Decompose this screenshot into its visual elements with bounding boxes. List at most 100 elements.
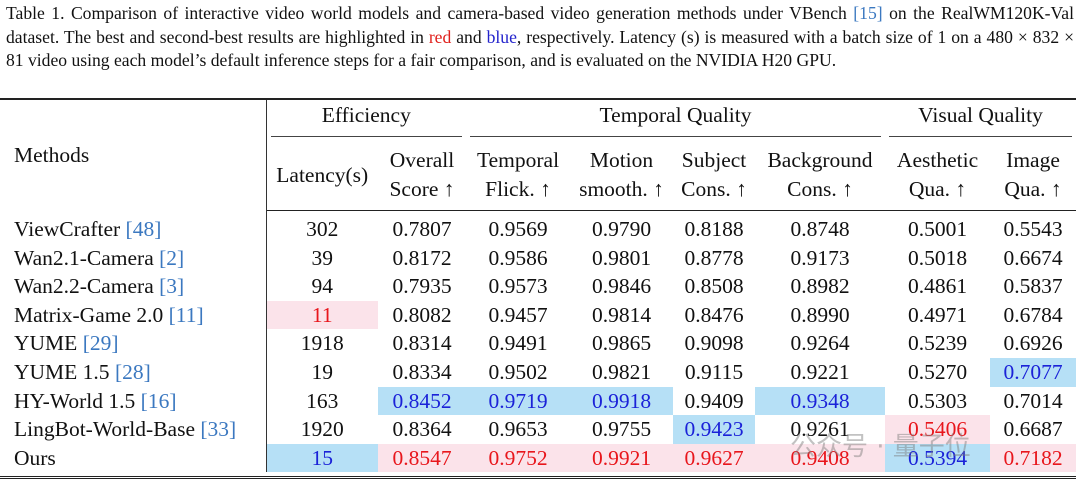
- value-cell: 1918: [300, 331, 344, 356]
- column-header-line: Overall: [389, 148, 455, 172]
- value-cell-best: 0.7182: [990, 443, 1077, 473]
- table-row: Wan2.2-Camera [3] 94 0.7935 0.9573 0.9846 0.8…: [0, 272, 1076, 301]
- caption-text: , respectively. Latency (s) is measured …: [6, 26, 1074, 71]
- value-cell-second: 0.9918: [570, 386, 674, 416]
- value-cell: 0.9653: [488, 417, 548, 442]
- value-cell: 0.9821: [591, 359, 652, 384]
- value-cell-best: 0.9627: [673, 443, 756, 473]
- column-header-line: Score ↑: [389, 177, 455, 201]
- value-cell-second: 0.9719: [466, 386, 571, 416]
- value-cell-second: 0.9423: [673, 415, 756, 444]
- value-cell: 1920: [300, 417, 344, 442]
- value-cell-best: 0.9752: [466, 443, 571, 473]
- value-cell: 0.8748: [790, 217, 850, 241]
- column-header-line: Aesthetic: [896, 148, 979, 172]
- value-cell-best: 0.9408: [755, 443, 886, 473]
- column-header-line: Latency(s): [276, 162, 369, 187]
- value-cell: 0.4971: [907, 302, 968, 327]
- citation-link[interactable]: [33]: [200, 417, 237, 442]
- group-label: Efficiency: [270, 103, 463, 137]
- column-header-line: Flick. ↑: [485, 177, 551, 201]
- column-header: Subject Cons. ↑: [673, 140, 756, 211]
- value-cell: 0.9457: [488, 302, 548, 327]
- column-header: Image Qua. ↑: [990, 140, 1077, 211]
- value-cell: 94: [311, 274, 334, 299]
- column-header: Motion smooth. ↑: [570, 140, 674, 211]
- value-cell: 0.8982: [790, 274, 850, 299]
- method-name: Wan2.2-Camera: [14, 274, 154, 299]
- value-cell: 0.9173: [790, 245, 850, 270]
- citation-link[interactable]: [2]: [159, 245, 185, 270]
- method-cell: HY-World 1.5 [16]: [0, 386, 267, 416]
- column-header: Background Cons. ↑: [755, 140, 886, 211]
- column-header: Temporal Flick. ↑: [466, 140, 571, 211]
- value-cell: 0.9569: [488, 217, 548, 241]
- table-row: LingBot-World-Base [33] 1920 0.8364 0.9653 0…: [0, 415, 1076, 444]
- value-cell: 0.9573: [488, 274, 548, 299]
- value-cell: 0.6687: [1003, 417, 1063, 442]
- value-cell: 0.9261: [790, 417, 850, 442]
- citation-link[interactable]: [48]: [125, 216, 162, 241]
- column-header-line: Cons. ↑: [787, 177, 853, 201]
- table-row: Matrix-Game 2.0 [11] 11 0.8082 0.9457 0.9814…: [0, 300, 1076, 330]
- value-cell: 0.5001: [907, 217, 968, 241]
- citation-link[interactable]: [28]: [114, 359, 151, 384]
- value-cell: 0.8990: [790, 302, 850, 327]
- group-header-visual-quality: Visual Quality: [885, 99, 1076, 140]
- method-cell: Ours: [0, 443, 267, 473]
- column-header: Aesthetic Qua. ↑: [885, 140, 991, 211]
- method-name: YUME: [14, 331, 78, 356]
- bottom-rule: [0, 476, 1076, 479]
- caption-text: Table 1. Comparison of interactive video…: [6, 3, 854, 23]
- column-header-line: Motion: [589, 148, 654, 172]
- column-header-line: Qua. ↑: [1004, 177, 1062, 201]
- table-row: ViewCrafter [48] 302 0.7807 0.9569 0.9790 0.8…: [0, 210, 1076, 244]
- column-header-line: Background: [767, 148, 873, 172]
- value-cell: 0.8172: [392, 245, 452, 270]
- caption-text: on the RealWM120K-Val dataset. The best …: [6, 3, 1074, 47]
- value-cell-second: 0.5394: [885, 443, 991, 473]
- value-cell: 0.9491: [488, 331, 548, 356]
- citation-link[interactable]: [29]: [82, 331, 119, 356]
- value-cell: 0.8364: [392, 417, 452, 442]
- method-cell: ViewCrafter [48]: [0, 210, 267, 244]
- value-cell: 0.7807: [392, 217, 452, 241]
- column-header-line: Cons. ↑: [681, 177, 747, 201]
- method-cell: YUME 1.5 [28]: [0, 357, 267, 387]
- value-cell: 163: [306, 388, 339, 413]
- value-cell: 0.9755: [591, 417, 652, 442]
- citation-link[interactable]: [3]: [159, 274, 185, 299]
- table-row: Wan2.1-Camera [2] 39 0.8172 0.9586 0.9801 0.8…: [0, 243, 1076, 273]
- citation-link[interactable]: [16]: [140, 388, 177, 413]
- column-header-line: Subject: [681, 148, 747, 172]
- methods-header: Methods: [0, 99, 267, 211]
- value-cell: 0.9502: [488, 359, 548, 384]
- citation-link[interactable]: [11]: [168, 302, 204, 327]
- caption-red-word: red: [428, 26, 452, 47]
- table-caption: Table 1. Comparison of interactive video…: [6, 2, 1074, 73]
- value-cell: 0.9264: [790, 331, 850, 356]
- value-cell: 0.9115: [684, 359, 744, 384]
- value-cell: 0.7935: [392, 274, 452, 299]
- table-row: Ours 15 0.8547 0.9752 0.9921 0.9627 0.9408 0.53…: [0, 443, 1077, 473]
- group-label: Visual Quality: [889, 103, 1073, 137]
- value-cell-best: 11: [266, 300, 378, 330]
- column-header-line: smooth. ↑: [579, 177, 664, 201]
- value-cell: 0.4861: [907, 274, 968, 299]
- value-cell-best: 0.9921: [570, 443, 674, 473]
- comparison-table: Methods Efficiency Temporal Quality Visu…: [0, 98, 1077, 473]
- caption-blue-word: blue: [486, 26, 517, 47]
- value-cell: 0.8778: [684, 245, 744, 270]
- table-row: YUME 1.5 [28] 19 0.8334 0.9502 0.9821 0.9115 0…: [0, 357, 1077, 387]
- value-cell: 0.9801: [591, 245, 652, 270]
- value-cell: 0.9098: [684, 331, 744, 356]
- value-cell: 0.9846: [591, 274, 652, 299]
- citation-link[interactable]: [15]: [853, 3, 883, 23]
- group-header-temporal-quality: Temporal Quality: [466, 99, 885, 140]
- value-cell: 0.9814: [591, 302, 652, 327]
- value-cell: 0.5837: [1003, 274, 1063, 299]
- value-cell: 0.9790: [591, 217, 652, 241]
- value-cell-second: 15: [266, 443, 378, 473]
- method-name: LingBot-World-Base: [14, 417, 195, 442]
- column-header-line: Temporal: [476, 148, 560, 172]
